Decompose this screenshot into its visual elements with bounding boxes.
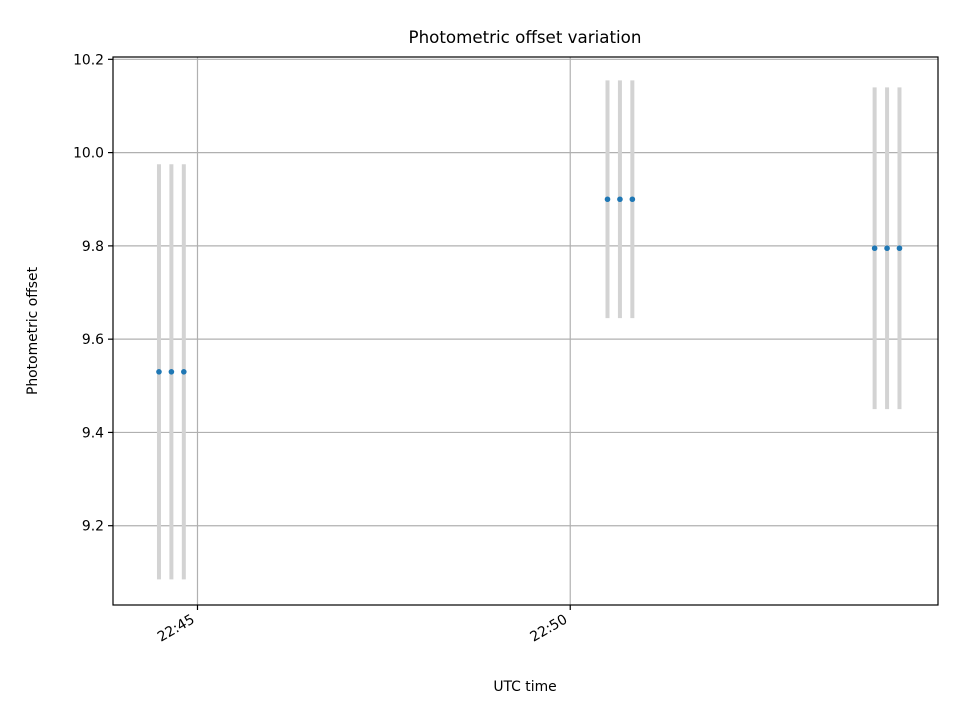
data-point: [617, 196, 623, 203]
chart-title: Photometric offset variation: [409, 27, 642, 47]
data-point: [629, 196, 636, 203]
y-tick-label: 9.2: [82, 519, 104, 535]
plot-area: [113, 57, 938, 605]
data-point: [181, 369, 187, 375]
x-axis-label: UTC time: [493, 679, 556, 695]
y-tick-label: 9.8: [82, 239, 104, 255]
y-tick-label: 10.2: [73, 52, 104, 68]
data-point: [884, 245, 890, 252]
grid: [113, 57, 938, 605]
data-point: [168, 369, 175, 375]
y-tick-label: 10.0: [73, 146, 104, 162]
y-tick-label: 9.6: [82, 332, 104, 348]
data-point: [156, 369, 162, 375]
axes-frame: [112, 56, 939, 606]
data-point: [896, 245, 903, 252]
y-tick-label: 9.4: [82, 425, 104, 441]
data-point: [871, 245, 878, 252]
y-axis-label: Photometric offset: [25, 266, 41, 395]
y-axis-ticks: 9.2 9.4 9.6 9.8 10.0 10.2: [73, 52, 113, 535]
data-points: [156, 196, 903, 375]
data-point: [604, 196, 611, 203]
